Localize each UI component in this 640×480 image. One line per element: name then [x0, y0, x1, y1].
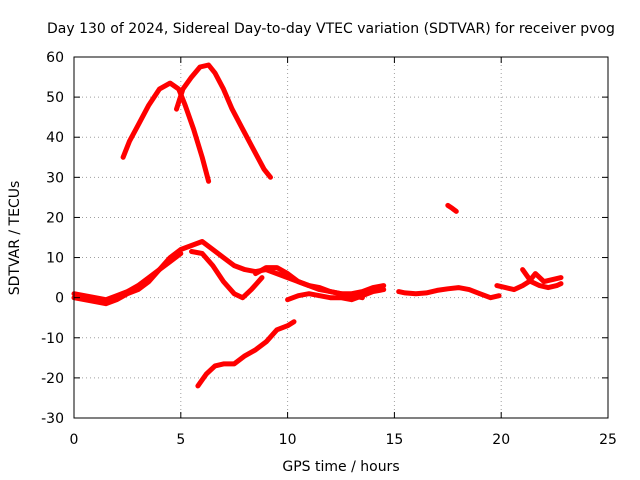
chart-title: Day 130 of 2024, Sidereal Day-to-day VTE…: [47, 21, 615, 37]
x-tick-label: 10: [279, 432, 297, 448]
series-arc-12: [520, 267, 564, 291]
y-tick-label: 0: [55, 291, 64, 307]
y-tick-label: 60: [46, 50, 64, 66]
x-tick-label: 20: [492, 432, 510, 448]
x-tick-label: 15: [385, 432, 403, 448]
series-arc-10: [396, 285, 502, 301]
series-layer: [71, 62, 564, 389]
x-tick-label: 5: [176, 432, 185, 448]
series-arc-5: [189, 249, 265, 301]
series-arc-4: [71, 251, 184, 303]
series-arc-7: [285, 287, 387, 303]
y-tick-label: -30: [41, 411, 64, 427]
y-tick-label: -10: [41, 331, 64, 347]
plot-frame: [73, 56, 609, 419]
series-arc-8: [195, 319, 297, 389]
y-tick-label: 30: [46, 170, 64, 186]
y-tick-label: 40: [46, 130, 64, 146]
x-axis-label: GPS time / hours: [282, 459, 399, 475]
y-tick-label: -20: [41, 371, 64, 387]
x-tick-label: 25: [599, 432, 617, 448]
series-arc-2: [174, 62, 273, 180]
series-arc-6: [253, 265, 365, 301]
series-arc-1: [120, 80, 212, 184]
y-tick-label: 20: [46, 210, 64, 226]
y-axis-label: SDTVAR / TECUs: [7, 181, 23, 296]
x-tick-label: 0: [70, 432, 79, 448]
series-arc-9: [445, 202, 459, 214]
grid: [74, 57, 608, 418]
y-tick-label: 50: [46, 90, 64, 106]
y-tick-label: 10: [46, 251, 64, 267]
axis-ticks: 0 5 10 15 20 25 -30 -20 -10 0 10 20 30 40 50 60: [41, 50, 617, 448]
